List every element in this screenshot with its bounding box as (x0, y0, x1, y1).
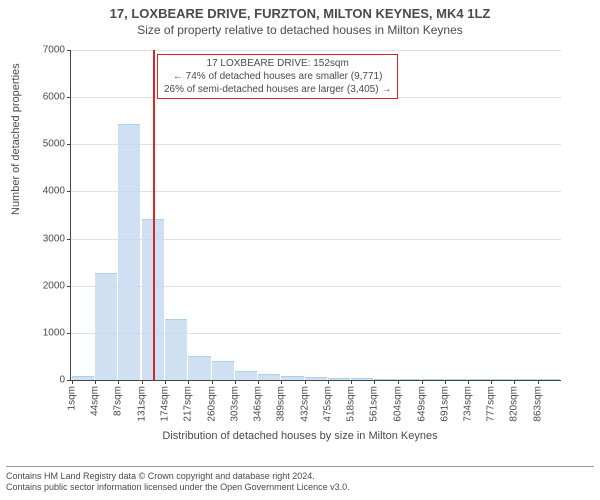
histogram-bar (95, 273, 117, 380)
x-tick-label: 346sqm (253, 386, 264, 422)
y-tick-mark (67, 286, 71, 287)
marker-callout: 17 LOXBEARE DRIVE: 152sqm ← 74% of detac… (157, 54, 398, 99)
x-tick-mark (445, 380, 446, 384)
x-tick-mark (328, 380, 329, 384)
histogram-bar (281, 376, 303, 380)
footer-line1: Contains HM Land Registry data © Crown c… (6, 471, 594, 483)
x-tick-mark (118, 380, 119, 384)
x-tick-label: 131sqm (136, 386, 147, 422)
x-tick-label: 389sqm (276, 386, 287, 422)
x-tick-label: 432sqm (299, 386, 310, 422)
x-tick-mark (72, 380, 73, 384)
histogram-bar (235, 371, 257, 380)
x-tick-label: 734sqm (462, 386, 473, 422)
y-tick-mark (67, 144, 71, 145)
x-tick-mark (165, 380, 166, 384)
y-tick-mark (67, 333, 71, 334)
page-subtitle: Size of property relative to detached ho… (0, 21, 600, 37)
x-tick-label: 44sqm (89, 386, 100, 416)
x-tick-mark (188, 380, 189, 384)
footer: Contains HM Land Registry data © Crown c… (6, 466, 594, 494)
histogram-bar (445, 379, 467, 380)
x-tick-mark (538, 380, 539, 384)
histogram-bar (188, 356, 210, 380)
y-tick-label: 2000 (25, 280, 65, 291)
x-tick-mark (235, 380, 236, 384)
x-tick-label: 303sqm (229, 386, 240, 422)
x-tick-mark (374, 380, 375, 384)
histogram-bar (398, 379, 420, 380)
x-tick-label: 260sqm (206, 386, 217, 422)
marker-line (153, 50, 155, 380)
y-tick-label: 3000 (25, 233, 65, 244)
page-title: 17, LOXBEARE DRIVE, FURZTON, MILTON KEYN… (0, 0, 600, 21)
y-tick-label: 6000 (25, 92, 65, 103)
x-tick-mark (258, 380, 259, 384)
gridline (71, 144, 561, 145)
histogram-bar (212, 361, 234, 380)
histogram-bar (538, 379, 560, 380)
y-tick-label: 5000 (25, 139, 65, 150)
x-tick-label: 174sqm (160, 386, 171, 422)
x-tick-label: 1sqm (66, 386, 77, 410)
histogram-bar (468, 379, 490, 380)
histogram-bar (72, 376, 94, 380)
page: 17, LOXBEARE DRIVE, FURZTON, MILTON KEYN… (0, 0, 600, 500)
histogram-bar (165, 319, 187, 380)
histogram-bar (305, 377, 327, 380)
x-tick-mark (491, 380, 492, 384)
x-tick-mark (305, 380, 306, 384)
x-tick-label: 649sqm (417, 386, 428, 422)
x-tick-label: 217sqm (183, 386, 194, 422)
y-tick-label: 0 (25, 375, 65, 386)
y-tick-mark (67, 50, 71, 51)
histogram-bar (351, 378, 373, 380)
x-tick-label: 561sqm (369, 386, 380, 422)
x-tick-label: 475sqm (322, 386, 333, 422)
x-tick-mark (422, 380, 423, 384)
y-axis-label: Number of detached properties (10, 63, 22, 215)
callout-line1: 17 LOXBEARE DRIVE: 152sqm (164, 57, 391, 70)
x-tick-label: 87sqm (113, 386, 124, 416)
histogram-bar (422, 379, 444, 380)
callout-line2: ← 74% of detached houses are smaller (9,… (164, 70, 391, 83)
histogram-bar (328, 378, 350, 380)
gridline (71, 191, 561, 192)
x-tick-mark (95, 380, 96, 384)
x-tick-label: 820sqm (509, 386, 520, 422)
histogram-bar (514, 379, 536, 380)
x-tick-mark (212, 380, 213, 384)
y-tick-mark (67, 191, 71, 192)
histogram-bar (491, 379, 513, 380)
histogram-bar (258, 374, 280, 380)
footer-line2: Contains public sector information licen… (6, 482, 594, 494)
chart-area: 17 LOXBEARE DRIVE: 152sqm ← 74% of detac… (70, 50, 561, 381)
x-tick-label: 604sqm (392, 386, 403, 422)
y-tick-label: 1000 (25, 327, 65, 338)
x-tick-label: 777sqm (486, 386, 497, 422)
y-tick-mark (67, 239, 71, 240)
x-tick-mark (398, 380, 399, 384)
x-tick-mark (468, 380, 469, 384)
y-tick-mark (67, 380, 71, 381)
histogram-bar (118, 124, 140, 380)
y-tick-mark (67, 97, 71, 98)
histogram-bar (374, 379, 396, 380)
x-tick-label: 691sqm (439, 386, 450, 422)
x-axis-label: Distribution of detached houses by size … (0, 430, 600, 442)
x-tick-label: 863sqm (532, 386, 543, 422)
x-tick-label: 518sqm (346, 386, 357, 422)
y-tick-label: 7000 (25, 45, 65, 56)
y-tick-label: 4000 (25, 186, 65, 197)
x-tick-mark (514, 380, 515, 384)
x-tick-mark (281, 380, 282, 384)
x-tick-mark (142, 380, 143, 384)
callout-line3: 26% of semi-detached houses are larger (… (164, 83, 391, 96)
x-tick-mark (351, 380, 352, 384)
gridline (71, 50, 561, 51)
